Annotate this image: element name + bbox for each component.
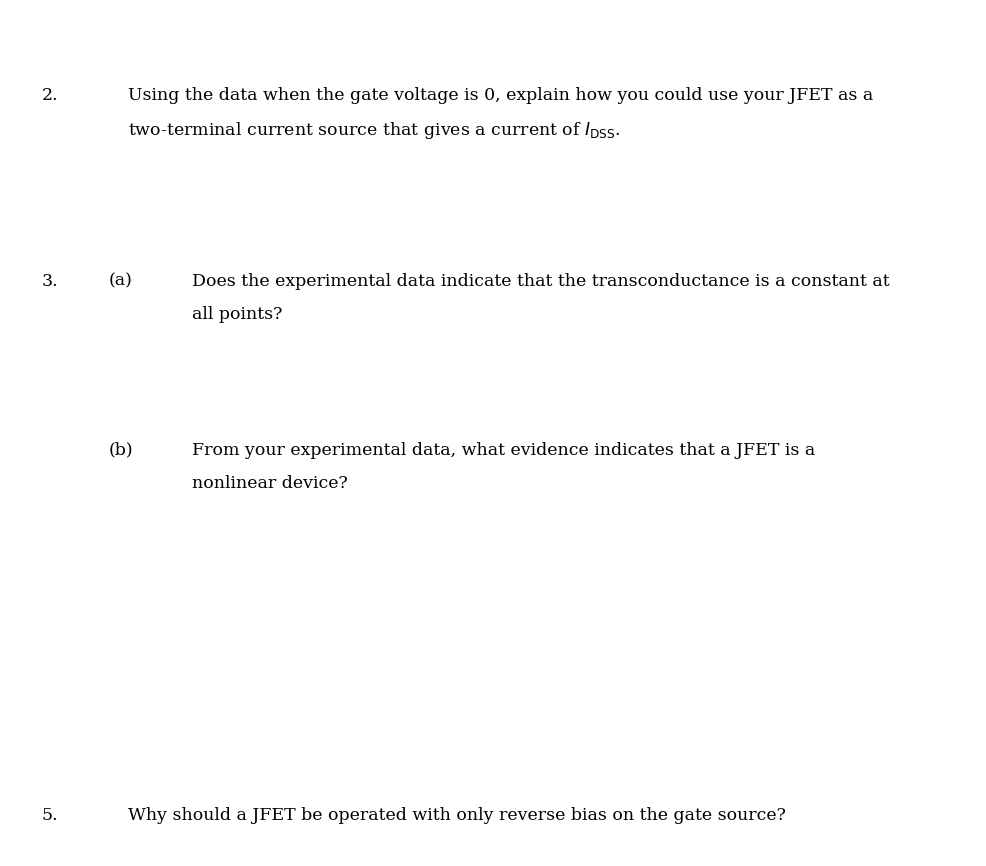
Text: all points?: all points? <box>192 306 283 323</box>
Text: 5.: 5. <box>41 807 58 824</box>
Text: two-terminal current source that gives a current of $I_{\mathrm{DSS}}$.: two-terminal current source that gives a… <box>128 120 621 140</box>
Text: 2.: 2. <box>41 87 58 104</box>
Text: Does the experimental data indicate that the transconductance is a constant at: Does the experimental data indicate that… <box>192 273 890 290</box>
Text: 3.: 3. <box>41 273 58 290</box>
Text: From your experimental data, what evidence indicates that a JFET is a: From your experimental data, what eviden… <box>192 442 815 459</box>
Text: nonlinear device?: nonlinear device? <box>192 475 348 492</box>
Text: (b): (b) <box>108 442 133 459</box>
Text: Using the data when the gate voltage is 0, explain how you could use your JFET a: Using the data when the gate voltage is … <box>128 87 874 104</box>
Text: Why should a JFET be operated with only reverse bias on the gate source?: Why should a JFET be operated with only … <box>128 807 786 824</box>
Text: (a): (a) <box>108 273 132 290</box>
